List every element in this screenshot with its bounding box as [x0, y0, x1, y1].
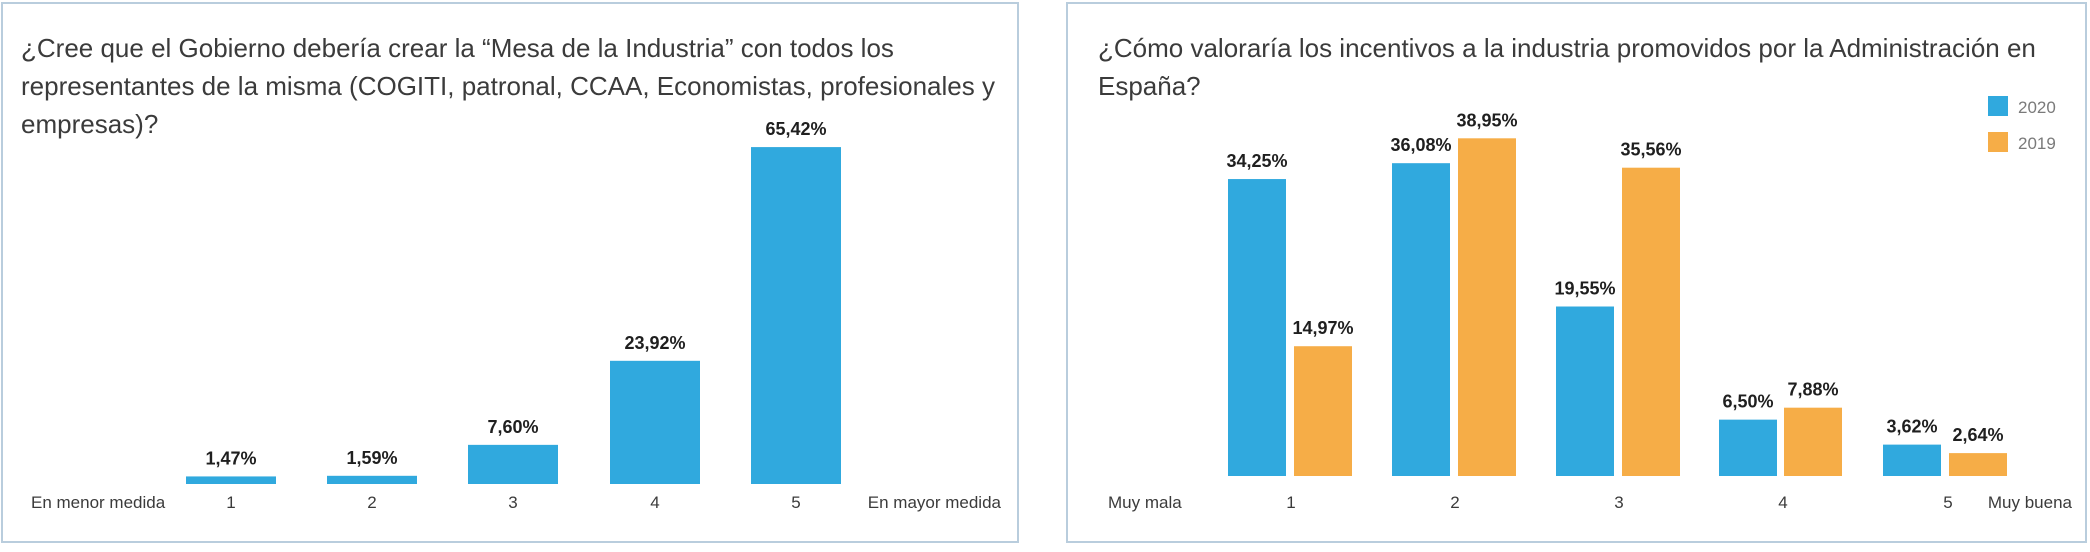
- bar-3: [468, 444, 558, 484]
- x-tick-1: 1: [226, 493, 235, 512]
- value-label-4: 23,92%: [624, 333, 685, 353]
- value-label-2020-1: 34,25%: [1226, 151, 1287, 171]
- x-tick-3: 3: [1614, 493, 1623, 512]
- value-label-3: 7,60%: [487, 417, 538, 437]
- bar-2020-2: [1392, 163, 1450, 476]
- x-tick-3: 3: [508, 493, 517, 512]
- chart-1-plot: 1,47% 1 1,59% 2 7,60% 3 23,92% 4 65,42% 5 En menor…: [31, 119, 1002, 512]
- x-right-label: En mayor medida: [868, 493, 1002, 512]
- bar-2020-1: [1228, 179, 1286, 477]
- bar-2019-3: [1622, 167, 1680, 476]
- bar-2020-3: [1556, 306, 1614, 476]
- bar-2019-1: [1294, 346, 1352, 476]
- value-label-2019-2: 38,95%: [1456, 110, 1517, 130]
- bar-5: [751, 147, 841, 484]
- legend-swatch-2019: [1988, 132, 2008, 152]
- value-label-2: 1,59%: [346, 448, 397, 468]
- x-left-label: Muy mala: [1108, 493, 1182, 512]
- x-tick-5: 5: [1943, 493, 1952, 512]
- x-right-label: Muy buena: [1988, 493, 2073, 512]
- x-tick-1: 1: [1286, 493, 1295, 512]
- value-label-2019-1: 14,97%: [1292, 318, 1353, 338]
- x-tick-2: 2: [1450, 493, 1459, 512]
- legend-swatch-2020: [1988, 96, 2008, 116]
- value-label-2019-3: 35,56%: [1620, 140, 1681, 160]
- value-label-2019-5: 2,64%: [1952, 425, 2003, 445]
- value-label-5: 65,42%: [765, 119, 826, 139]
- bar-4: [610, 360, 700, 484]
- value-label-2020-4: 6,50%: [1722, 392, 1773, 412]
- chart-1-title: ¿Cree que el Gobierno debería crear la “…: [21, 33, 995, 139]
- x-tick-2: 2: [367, 493, 376, 512]
- chart-panel-2: ¿Cómo valoraría los incentivos a la indu…: [1066, 2, 2087, 543]
- x-tick-4: 4: [650, 493, 659, 512]
- value-label-2020-3: 19,55%: [1554, 279, 1615, 299]
- bar-2: [327, 475, 417, 484]
- value-label-2020-2: 36,08%: [1390, 135, 1451, 155]
- value-label-2019-4: 7,88%: [1787, 380, 1838, 400]
- bar-1: [186, 476, 276, 484]
- x-tick-5: 5: [791, 493, 800, 512]
- chart-panel-1: ¿Cree que el Gobierno debería crear la “…: [1, 2, 1019, 543]
- bar-2020-5: [1883, 444, 1941, 476]
- x-left-label: En menor medida: [31, 493, 166, 512]
- bar-2019-2: [1458, 138, 1516, 476]
- chart-2-title: ¿Cómo valoraría los incentivos a la indu…: [1098, 33, 2036, 101]
- chart-2-plot: 34,25% 36,08% 19,55% 6,50% 3,62% 14,97% 38,95%…: [1108, 96, 2073, 512]
- x-tick-4: 4: [1778, 493, 1787, 512]
- bar-2019-5: [1949, 453, 2007, 476]
- bar-2020-4: [1719, 419, 1777, 476]
- value-label-2020-5: 3,62%: [1886, 417, 1937, 437]
- legend-label-2020: 2020: [2018, 98, 2056, 117]
- legend-label-2019: 2019: [2018, 134, 2056, 153]
- bar-2019-4: [1784, 407, 1842, 476]
- value-label-1: 1,47%: [205, 448, 256, 468]
